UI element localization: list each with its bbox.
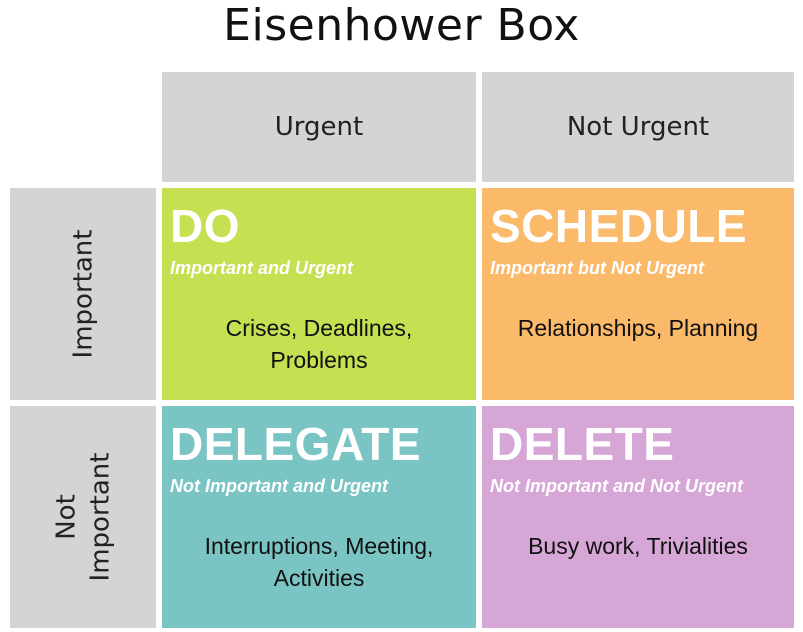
row-header-important-label: Important (68, 229, 98, 359)
quadrant-delete-name: DELETE (490, 418, 675, 470)
quadrant-do: DO Important and Urgent Crises, Deadline… (162, 188, 476, 400)
quadrant-schedule: SCHEDULE Important but Not Urgent Relati… (482, 188, 794, 400)
quadrant-schedule-body: Relationships, Planning (517, 315, 759, 341)
row-header-not-important-label: Not Important (49, 453, 117, 582)
quadrant-do-subtitle: Important and Urgent (170, 258, 353, 278)
quadrant-delete-subtitle: Not Important and Not Urgent (490, 476, 743, 496)
column-header-urgent-label: Urgent (274, 112, 364, 142)
column-header-not-urgent-label: Not Urgent (566, 112, 710, 142)
quadrant-do-name: DO (170, 200, 240, 252)
quadrant-delegate-subtitle: Not Important and Urgent (170, 476, 388, 496)
quadrant-schedule-name: SCHEDULE (490, 200, 748, 252)
quadrant-delegate-body: Interruptions, Meeting, Activities (204, 533, 434, 591)
quadrant-schedule-subtitle: Important but Not Urgent (490, 258, 704, 278)
row-header-not-important-line1: Not (51, 494, 81, 540)
column-header-urgent: Urgent (162, 72, 476, 182)
quadrant-delete-body: Busy work, Trivialities (528, 533, 748, 559)
row-header-not-important-line2: Important (85, 452, 115, 582)
quadrant-delegate-name: DELEGATE (170, 418, 422, 470)
quadrant-delegate: DELEGATE Not Important and Urgent Interr… (162, 406, 476, 628)
quadrant-delete: DELETE Not Important and Not Urgent Busy… (482, 406, 794, 628)
column-header-not-urgent: Not Urgent (482, 72, 794, 182)
quadrant-do-body: Crises, Deadlines, Problems (225, 315, 413, 373)
row-header-not-important: Not Important (10, 406, 156, 628)
row-header-important: Important (10, 188, 156, 400)
diagram-title: Eisenhower Box (223, 0, 580, 51)
